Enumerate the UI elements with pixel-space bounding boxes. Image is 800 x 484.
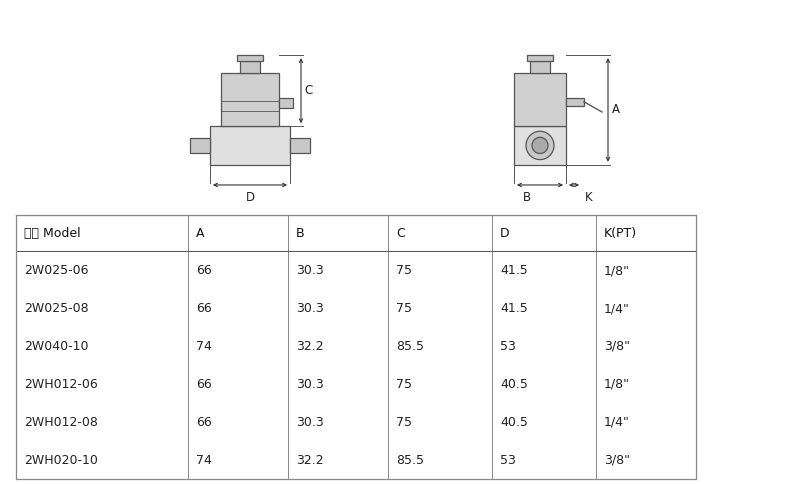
Text: 40.5: 40.5 [500, 416, 528, 429]
Text: C: C [396, 227, 405, 240]
Bar [530, 61, 550, 74]
Text: 41.5: 41.5 [500, 302, 528, 315]
Bar [237, 55, 263, 61]
Text: 75: 75 [396, 416, 412, 429]
Text: 2WH020-10: 2WH020-10 [24, 454, 98, 467]
Bar [527, 55, 553, 61]
Text: 30.3: 30.3 [296, 378, 324, 391]
Circle shape [526, 131, 554, 160]
Text: 1/4": 1/4" [604, 302, 630, 315]
Text: 53: 53 [500, 340, 516, 353]
Text: 型号 Model: 型号 Model [24, 227, 81, 240]
Text: 66: 66 [196, 264, 212, 277]
Text: 外形尺寸/Oevrall Dimension: 外形尺寸/Oevrall Dimension [309, 11, 491, 26]
Text: A: A [196, 227, 205, 240]
Text: 66: 66 [196, 302, 212, 315]
Text: 1/4": 1/4" [604, 416, 630, 429]
Bar [221, 74, 279, 126]
Text: 2WH012-08: 2WH012-08 [24, 416, 98, 429]
Text: K(PT): K(PT) [604, 227, 637, 240]
Text: 41.5: 41.5 [500, 264, 528, 277]
Text: 2W025-06: 2W025-06 [24, 264, 89, 277]
Bar [279, 98, 293, 108]
Text: 53: 53 [500, 454, 516, 467]
Bar [514, 126, 566, 165]
Text: 30.3: 30.3 [296, 302, 324, 315]
Text: 32.2: 32.2 [296, 454, 324, 467]
Bar [566, 98, 584, 106]
Text: 74: 74 [196, 454, 212, 467]
Text: B: B [296, 227, 305, 240]
Text: 30.3: 30.3 [296, 416, 324, 429]
Circle shape [532, 137, 548, 153]
Text: A: A [612, 104, 620, 117]
Bar [290, 138, 310, 153]
Text: 40.5: 40.5 [500, 378, 528, 391]
Text: 2WH012-06: 2WH012-06 [24, 378, 98, 391]
Bar [240, 61, 260, 74]
Text: 66: 66 [196, 378, 212, 391]
Text: 30.3: 30.3 [296, 264, 324, 277]
Bar [514, 74, 566, 126]
Text: 2W025-08: 2W025-08 [24, 302, 89, 315]
Text: C: C [304, 84, 312, 97]
Text: D: D [246, 191, 254, 204]
Text: 85.5: 85.5 [396, 340, 424, 353]
Bar [190, 138, 210, 153]
Text: 2W040-10: 2W040-10 [24, 340, 89, 353]
Text: 75: 75 [396, 302, 412, 315]
Text: 75: 75 [396, 264, 412, 277]
Text: D: D [500, 227, 510, 240]
Text: 75: 75 [396, 378, 412, 391]
Text: 66: 66 [196, 416, 212, 429]
Text: 1/8": 1/8" [604, 264, 630, 277]
Text: 3/8": 3/8" [604, 454, 630, 467]
Text: 32.2: 32.2 [296, 340, 324, 353]
Text: 85.5: 85.5 [396, 454, 424, 467]
Text: 74: 74 [196, 340, 212, 353]
Text: 1/8": 1/8" [604, 378, 630, 391]
Bar [210, 126, 290, 165]
Text: 3/8": 3/8" [604, 340, 630, 353]
Text: K: K [585, 191, 593, 204]
Text: B: B [523, 191, 531, 204]
